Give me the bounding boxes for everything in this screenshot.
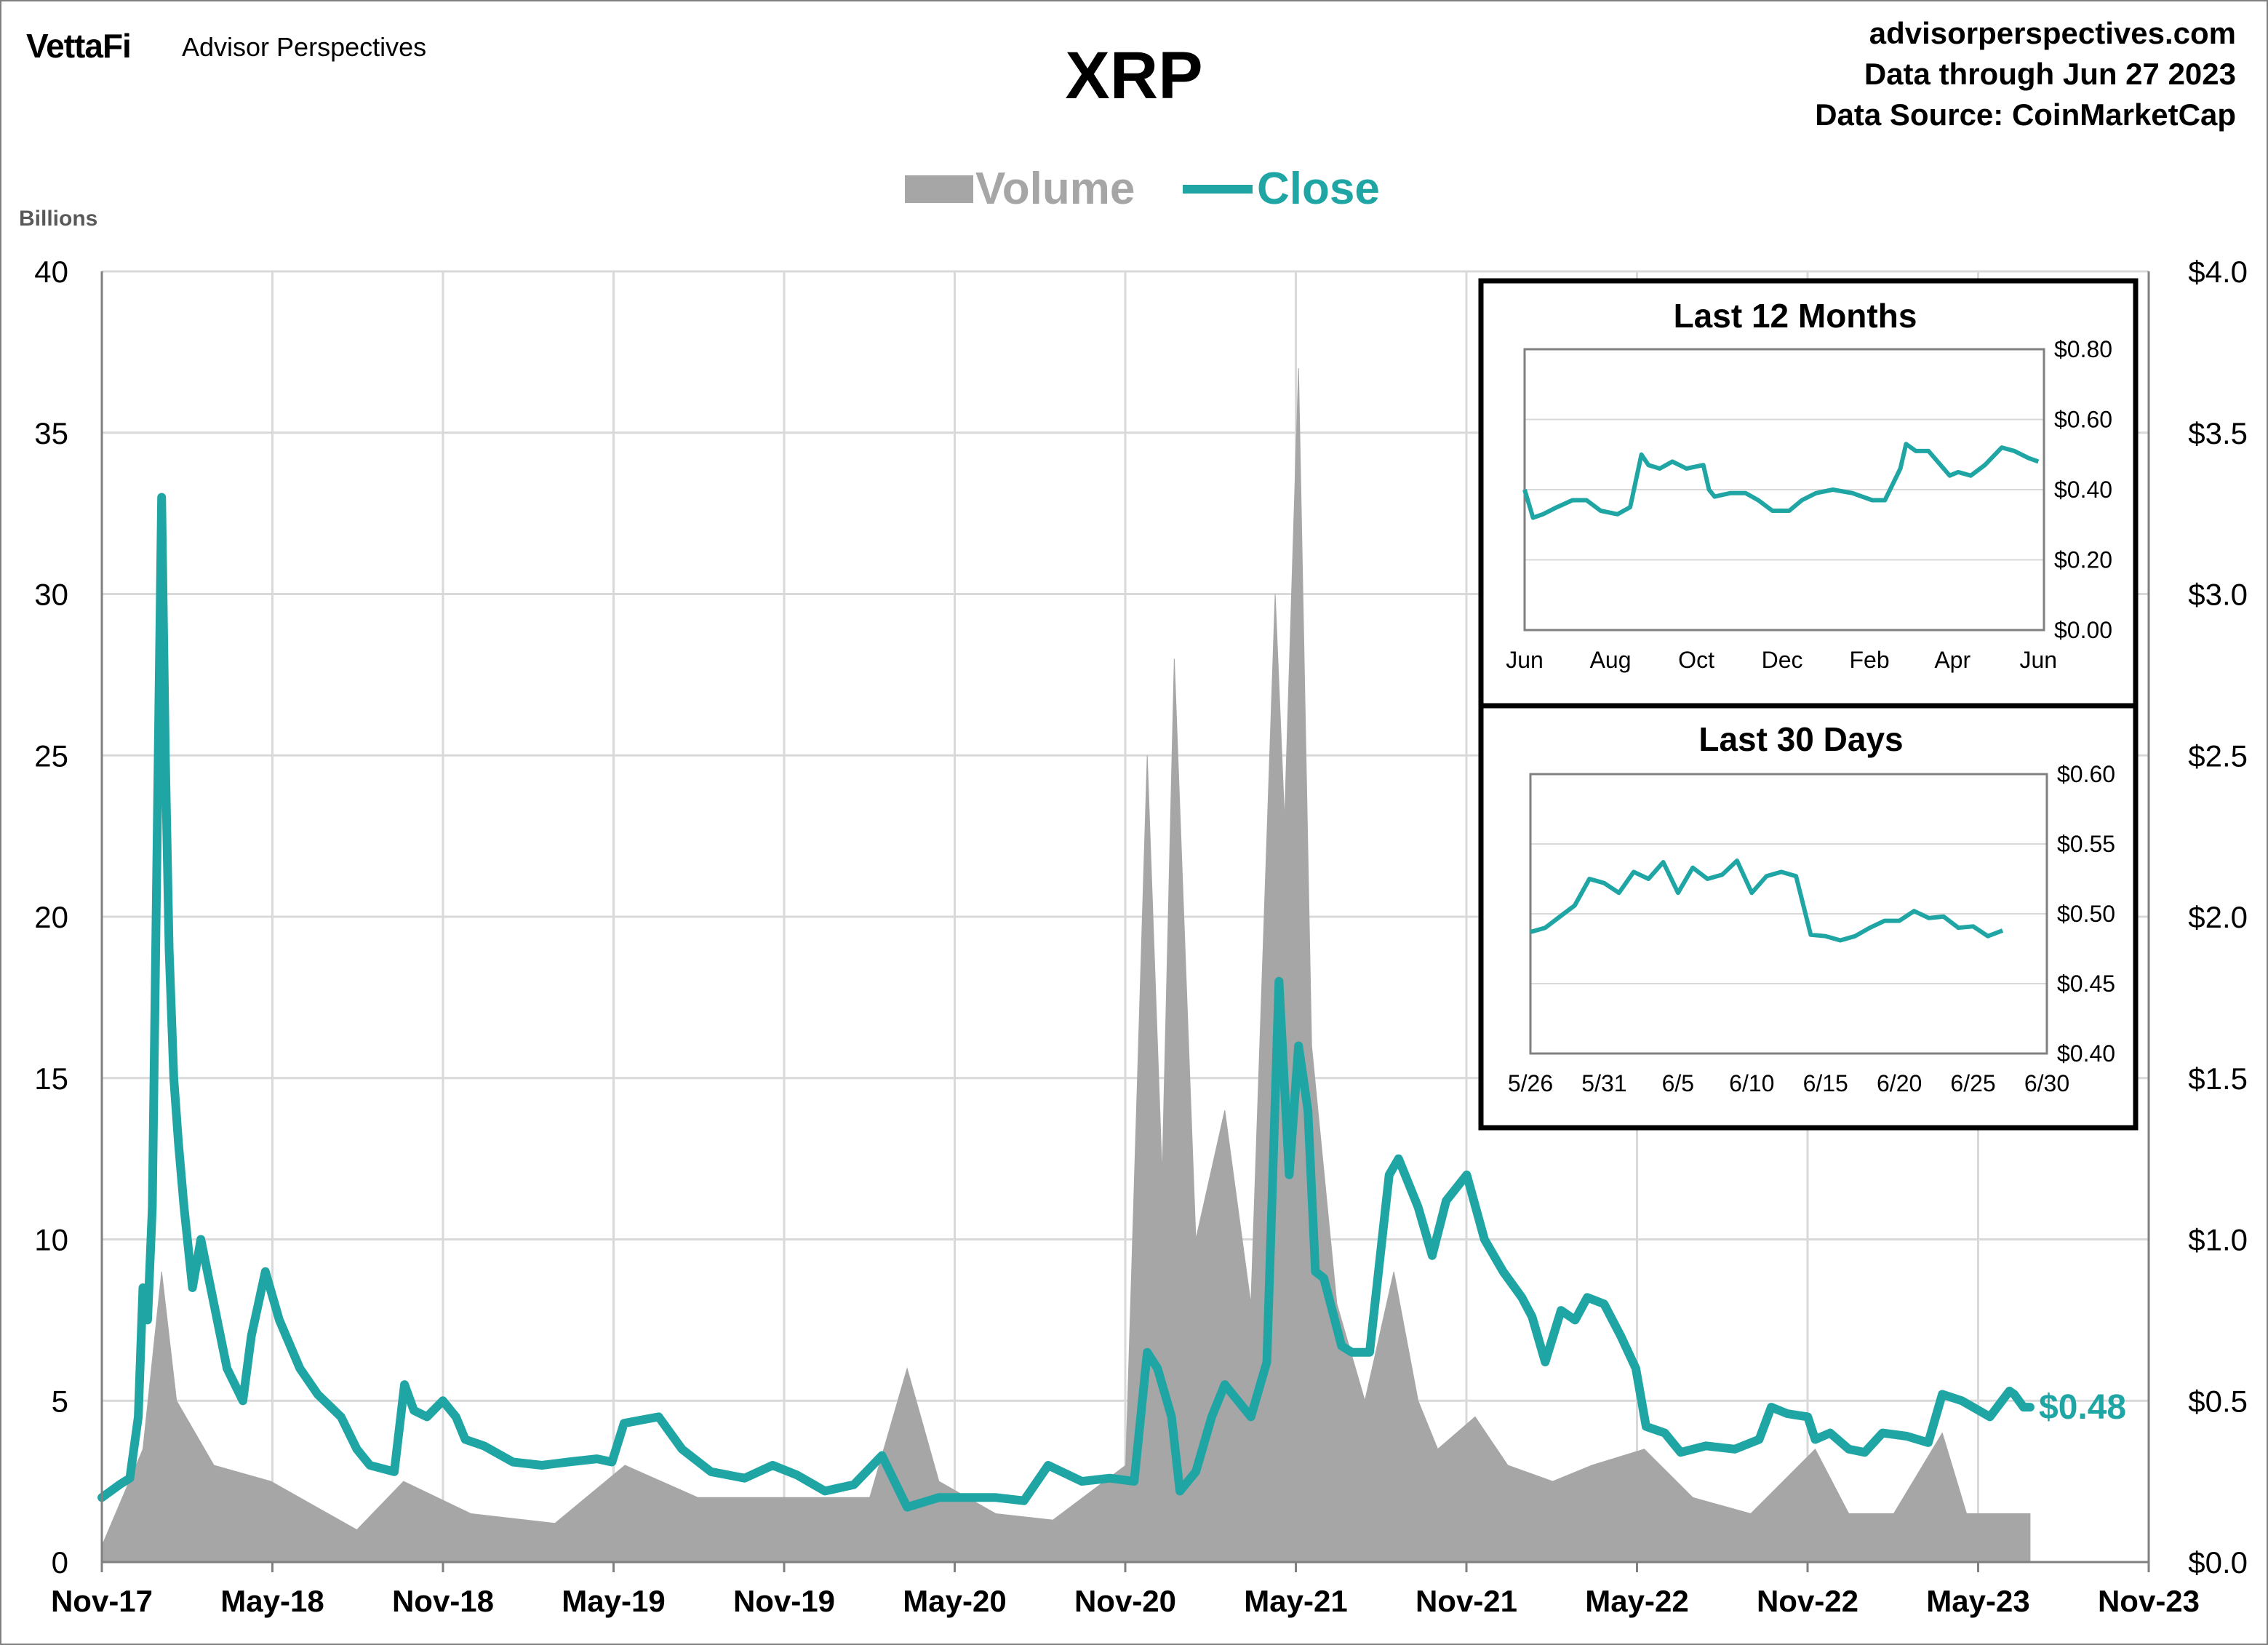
left-y-tick: 25 [34,738,68,773]
inset-x-tick: Aug [1590,647,1632,673]
last-close-label: $0.48 [2039,1388,2126,1427]
right-y-tick: $1.5 [2188,1062,2248,1096]
x-tick-label: May-22 [1585,1584,1688,1618]
x-tick-label: May-21 [1244,1584,1347,1618]
inset-y-tick: $0.55 [2057,831,2115,857]
x-tick-label: May-19 [562,1584,665,1618]
left-y-tick: 20 [34,900,68,934]
inset-x-tick: 6/30 [2024,1070,2069,1096]
left-y-tick: 40 [34,255,68,289]
x-tick-label: Nov-19 [733,1584,835,1618]
inset-12m-title: Last 12 Months [1674,297,1917,335]
x-tick-label: Nov-20 [1074,1584,1176,1618]
x-tick-label: May-18 [220,1584,324,1618]
right-y-tick: $3.5 [2188,416,2248,450]
x-tick-label: May-20 [903,1584,1006,1618]
left-y-tick: 0 [52,1545,68,1580]
x-tick-label: Nov-23 [2098,1584,2200,1618]
right-y-tick: $2.5 [2188,738,2248,773]
inset-y-tick: $0.00 [2054,617,2112,643]
right-y-tick: $0.0 [2188,1545,2248,1580]
left-axis-unit: Billions [19,207,97,231]
x-tick-label: Nov-22 [1757,1584,1858,1618]
legend-volume-label: Volume [975,164,1135,214]
main-axes: 0 5 10 15 20 25 30 35 40 $0.0 $0.5 $1.0 $1.5 $2.0 $2.5… [34,255,2248,1618]
inset-close-line [1530,859,2004,943]
right-y-tick: $4.0 [2188,255,2248,289]
left-y-tick: 5 [52,1384,68,1418]
inset-y-tick: $0.40 [2054,477,2112,503]
legend-volume-swatch [905,175,973,203]
inset-x-tick: Feb [1849,647,1889,673]
inset-y-tick: $0.80 [2054,336,2112,362]
inset-x-tick: Oct [1678,647,1714,673]
volume-series [101,367,2031,1563]
inset-y-tick: $0.60 [2054,407,2112,433]
inset-x-tick: Dec [1762,647,1803,673]
close-line [97,493,2035,1512]
data-through-date: Data through Jun 27 2023 [1864,57,2236,91]
inset-x-tick: 6/15 [1803,1070,1848,1096]
x-tick-label: Nov-18 [392,1584,494,1618]
x-tick-label: Nov-17 [51,1584,153,1618]
source-website: advisorperspectives.com [1869,16,2236,50]
vettafi-logo: VettaFi [26,27,132,65]
right-y-tick: $2.0 [2188,900,2248,934]
volume-area [101,367,2031,1563]
inset-12m-frame [1478,278,2139,709]
left-y-tick: 15 [34,1062,68,1096]
right-y-tick: $1.0 [2188,1223,2248,1257]
legend-close-label: Close [1257,164,1380,214]
inset-x-tick: Jun [1506,647,1544,673]
inset-30d-chart: $0.40 $0.45 $0.50 $0.55 $0.60 5/26 5/31 6/5 6/10… [1508,761,2115,1096]
inset-x-tick: Apr [1934,647,1970,673]
inset-y-tick: $0.50 [2057,901,2115,927]
data-source: Data Source: CoinMarketCap [1815,97,2236,132]
inset-plot-border [1529,773,2048,1055]
chart-title: XRP [1065,39,1203,113]
right-y-tick: $0.5 [2188,1384,2248,1418]
inset-close-line [1522,442,2040,520]
x-tick-label: May-23 [1926,1584,2029,1618]
inset-y-tick: $0.20 [2054,547,2112,573]
inset-x-tick: 6/25 [1950,1070,1995,1096]
inset-y-tick: $0.60 [2057,761,2115,787]
inset-y-tick: $0.40 [2057,1040,2115,1067]
left-y-tick: 10 [34,1223,68,1257]
inset-30d-title: Last 30 Days [1698,720,1903,758]
left-y-tick: 35 [34,416,68,450]
brand-subtitle: Advisor Perspectives [182,32,427,62]
inset-x-tick: Jun [2019,647,2057,673]
inset-x-tick: 6/10 [1729,1070,1774,1096]
right-y-tick: $3.0 [2188,578,2248,612]
inset-x-tick: 6/20 [1877,1070,1922,1096]
inset-y-tick: $0.45 [2057,971,2115,997]
close-series [97,493,2035,1512]
x-tick-label: Nov-21 [1415,1584,1517,1618]
inset-x-tick: 5/31 [1581,1070,1626,1096]
inset-x-tick: 5/26 [1508,1070,1553,1096]
inset-12m-chart: $0.00 $0.20 $0.40 $0.60 $0.80 Jun Aug Oct Dec Feb… [1506,336,2112,673]
left-y-tick: 30 [34,578,68,612]
inset-x-tick: 6/5 [1662,1070,1694,1096]
